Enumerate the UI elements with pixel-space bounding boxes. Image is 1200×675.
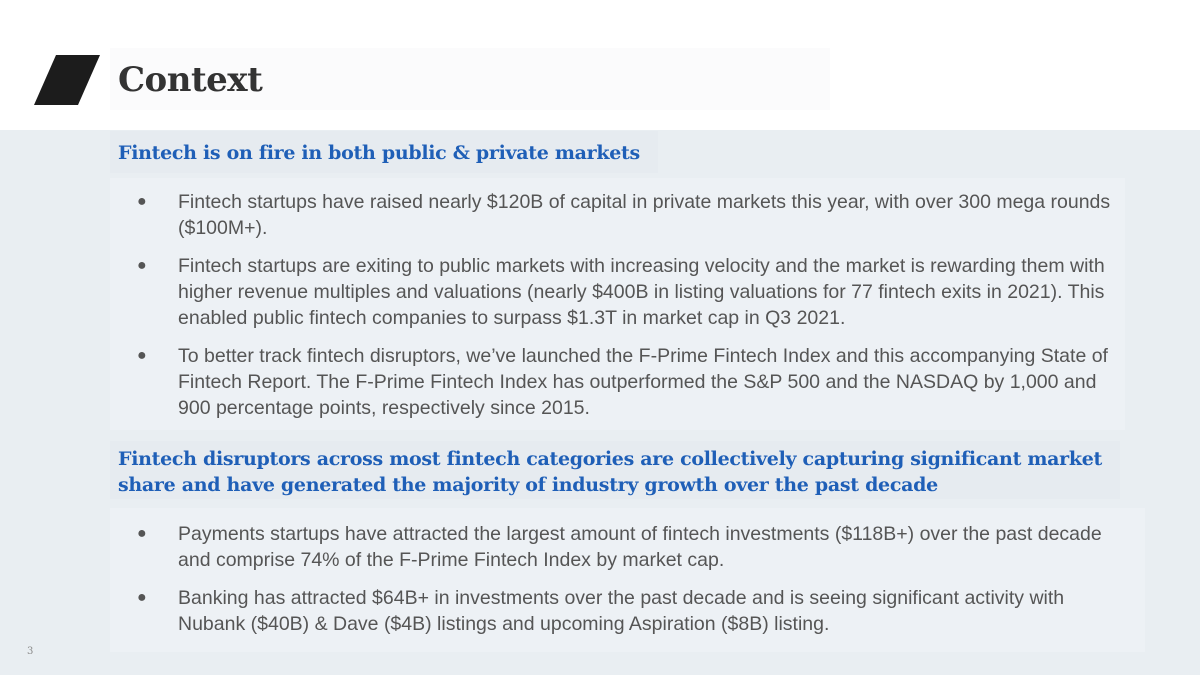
section-heading: Fintech disruptors across most fintech c… (118, 448, 1103, 496)
bullet-text: Fintech startups are exiting to public m… (178, 255, 1105, 329)
bullet-list: ● Payments startups have attracted the l… (118, 521, 1118, 649)
list-item: ● Fintech startups have raised nearly $1… (118, 189, 1118, 241)
bullet-icon: ● (137, 257, 147, 274)
bullet-icon: ● (137, 193, 147, 210)
section-heading-background (110, 441, 1120, 499)
page-title: Context (118, 60, 263, 100)
list-item: ● Payments startups have attracted the l… (118, 521, 1118, 573)
bullet-icon: ● (137, 589, 147, 606)
bullet-text: Payments startups have attracted the lar… (178, 523, 1102, 571)
bullet-icon: ● (137, 525, 147, 542)
bullet-list: ● Fintech startups have raised nearly $1… (118, 189, 1118, 433)
list-item: ● To better track fintech disruptors, we… (118, 343, 1118, 421)
bullet-box (110, 178, 1125, 430)
bullet-text: Fintech startups have raised nearly $120… (178, 191, 1111, 239)
list-item: ● Fintech startups are exiting to public… (118, 253, 1118, 331)
bullet-text: Banking has attracted $64B+ in investmen… (178, 587, 1065, 635)
bullet-icon: ● (137, 347, 147, 364)
section-heading-background (110, 131, 658, 173)
section-heading: Fintech is on fire in both public & priv… (118, 142, 640, 164)
bullet-text: To better track fintech disruptors, we’v… (178, 345, 1108, 419)
slanted-parallelogram-icon (34, 55, 100, 105)
title-band (110, 48, 830, 110)
page-number: 3 (27, 646, 34, 657)
list-item: ● Banking has attracted $64B+ in investm… (118, 585, 1118, 637)
bullet-box (110, 508, 1145, 652)
